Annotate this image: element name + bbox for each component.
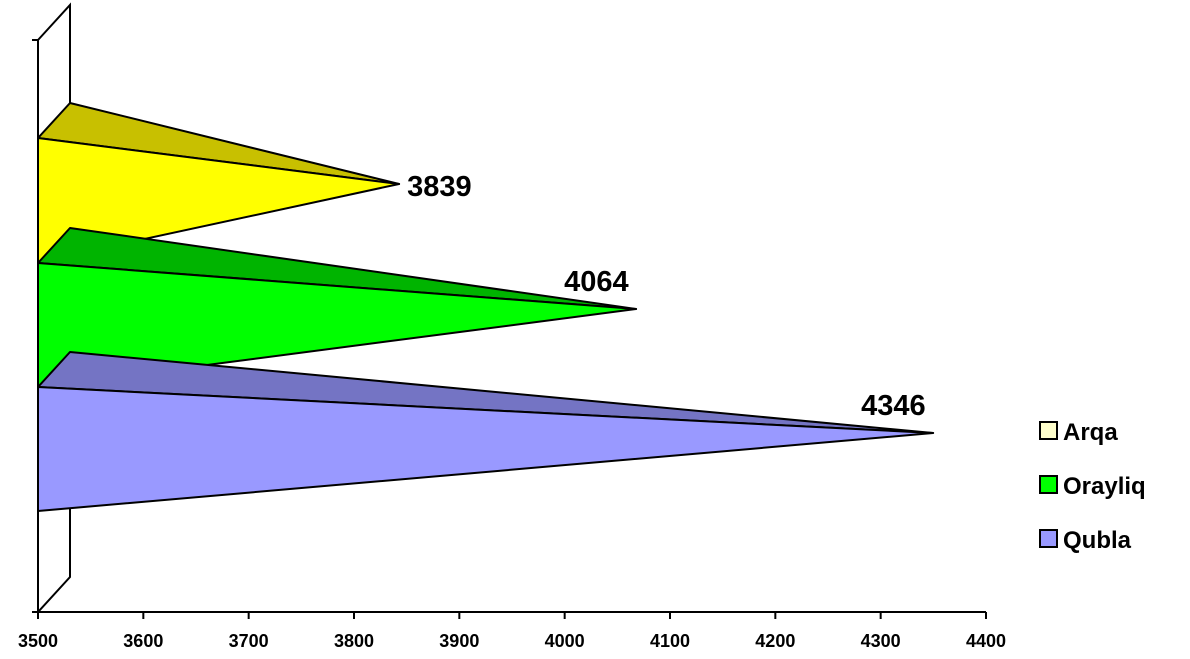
x-tick-label: 3800 [334, 631, 374, 651]
data-label: 3839 [407, 171, 472, 203]
legend-label: Orayliq [1063, 473, 1146, 500]
x-tick-label: 4300 [861, 631, 901, 651]
legend-swatch [1039, 421, 1058, 440]
legend-item: Orayliq [1039, 473, 1146, 500]
x-tick-label: 4200 [755, 631, 795, 651]
legend-item: Qubla [1039, 527, 1132, 554]
legend-label: Qubla [1063, 527, 1132, 554]
data-label: 4064 [564, 266, 629, 298]
pyramid-bar [37, 351, 935, 512]
x-tick-label: 4400 [966, 631, 1006, 651]
legend: Arqa Orayliq Qubla [1039, 419, 1146, 554]
x-tick-label: 4100 [650, 631, 690, 651]
pyramid-front-face [37, 137, 401, 263]
legend-item: Arqa [1039, 419, 1118, 446]
pyramid-front-face [37, 262, 638, 388]
pyramid-bar [37, 227, 638, 388]
pyramid-front-face [37, 386, 935, 512]
x-tick-label: 4000 [545, 631, 585, 651]
x-tick-label: 3700 [229, 631, 269, 651]
x-tick-label: 3500 [18, 631, 58, 651]
legend-swatch [1039, 529, 1058, 548]
x-tick-label: 3600 [123, 631, 163, 651]
data-label: 4346 [861, 390, 926, 422]
data-labels: 3839 4064 4346 [407, 171, 926, 422]
pyramid-bar [37, 102, 401, 263]
legend-swatch [1039, 475, 1058, 494]
x-tick-label: 3900 [439, 631, 479, 651]
pyramid-bars [37, 102, 935, 512]
legend-label: Arqa [1063, 419, 1118, 446]
x-axis: 3500 3600 3700 3800 3900 4000 4100 4200 4300 4400 [18, 39, 1006, 651]
